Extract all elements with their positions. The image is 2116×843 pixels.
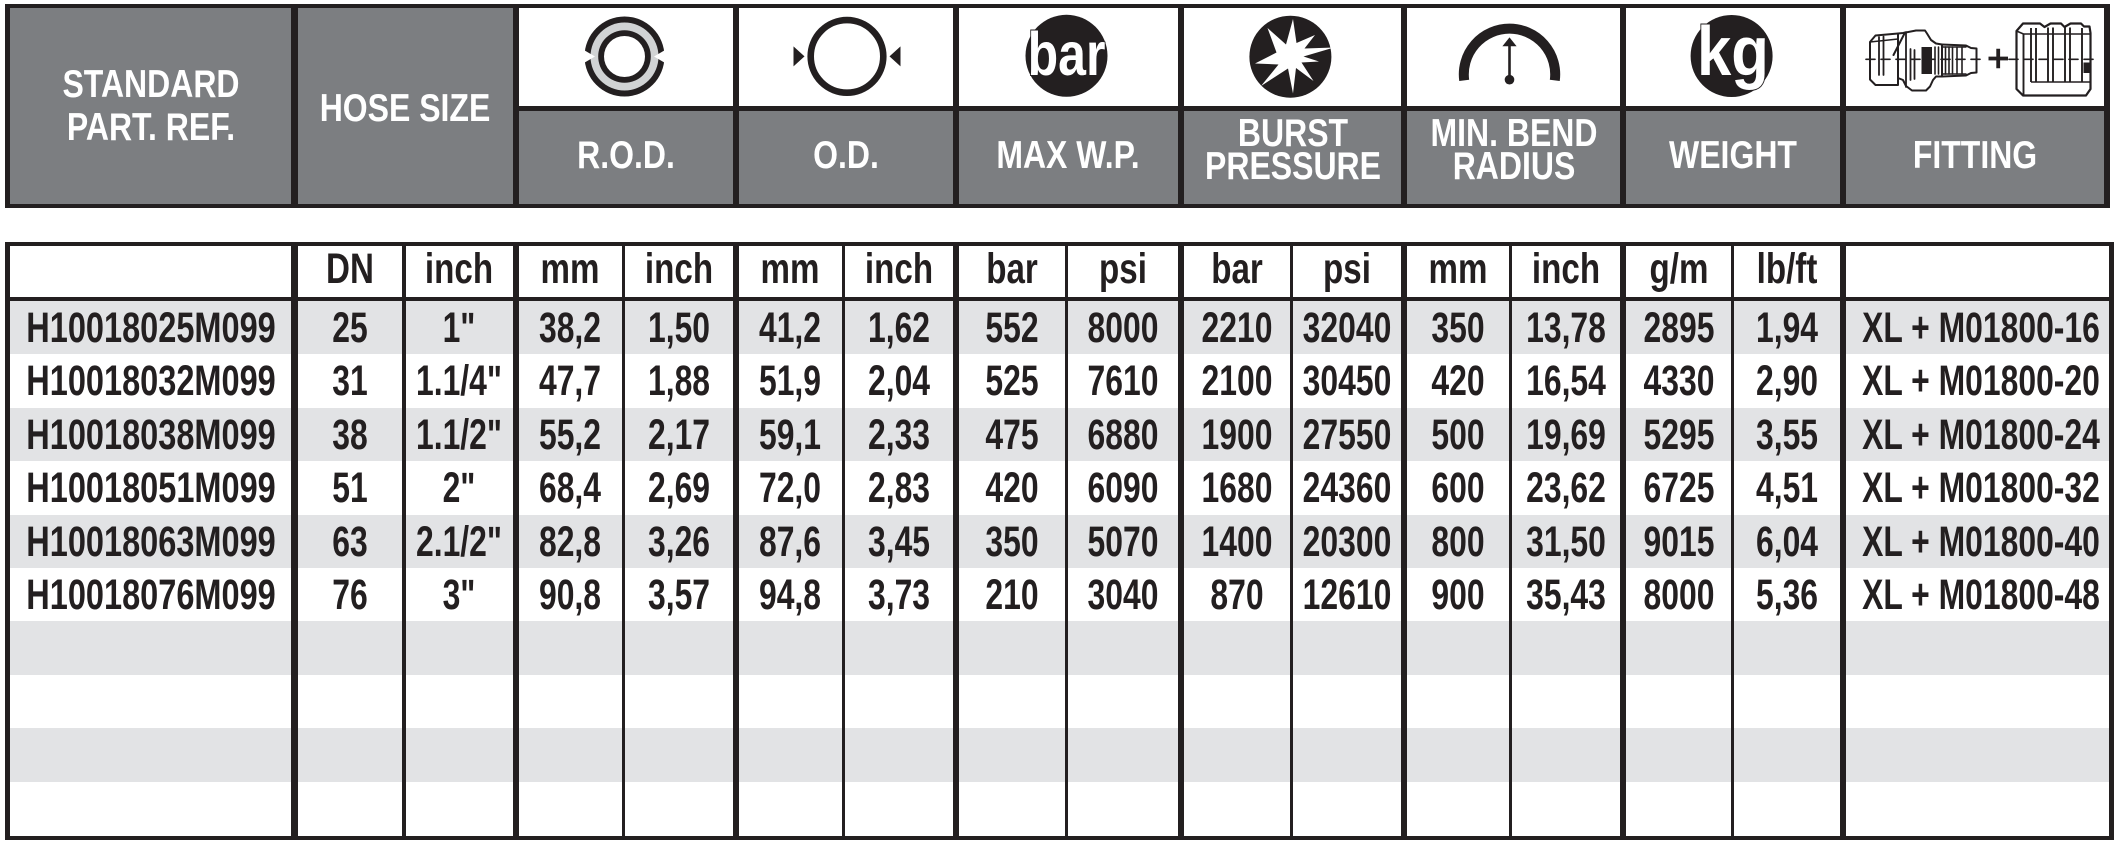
svg-text:bar: bar	[1028, 20, 1106, 88]
svg-text:kg: kg	[1697, 11, 1769, 90]
